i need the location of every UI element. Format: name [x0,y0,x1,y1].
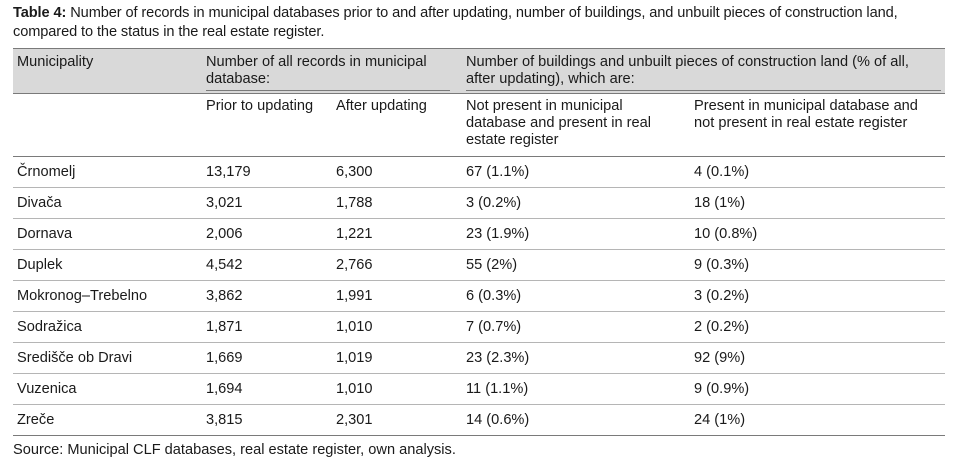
header-row-columns: Prior to updating After updating Not pre… [13,93,945,157]
cell-not-present: 67 (1.1%) [462,156,690,188]
cell-not-present: 11 (1.1%) [462,373,690,405]
cell-present: 92 (9%) [690,342,945,374]
cell-municipality: Črnomelj [13,156,202,188]
cell-municipality: Sodražica [13,311,202,343]
cell-after: 2,301 [332,404,462,436]
cell-present: 9 (0.3%) [690,249,945,281]
header-municipality: Municipality [13,48,202,94]
cell-present: 10 (0.8%) [690,218,945,250]
header-group-records-label: Number of all records in municipal datab… [206,54,450,91]
table-caption-label: Table 4: [13,5,67,21]
cell-not-present: 14 (0.6%) [462,404,690,436]
cell-after: 6,300 [332,156,462,188]
table-body: Črnomelj 13,179 6,300 67 (1.1%) 4 (0.1%) Diva… [13,156,945,436]
table-row: Sodražica 1,871 1,010 7 (0.7%) 2 (0.2%) [13,311,945,343]
cell-not-present: 7 (0.7%) [462,311,690,343]
cell-prior: 3,862 [202,280,332,312]
header-not-present: Not present in municipal database and pr… [462,93,690,157]
cell-municipality: Duplek [13,249,202,281]
cell-not-present: 3 (0.2%) [462,187,690,219]
cell-present: 3 (0.2%) [690,280,945,312]
table-row: Duplek 4,542 2,766 55 (2%) 9 (0.3%) [13,249,945,281]
table-source-note: Source: Municipal CLF databases, real es… [13,442,456,458]
header-after: After updating [332,93,462,157]
cell-municipality: Zreče [13,404,202,436]
records-table: Municipality Number of all records in mu… [13,48,945,436]
cell-not-present: 55 (2%) [462,249,690,281]
header-row-groups: Municipality Number of all records in mu… [13,48,945,94]
table-row: Vuzenica 1,694 1,010 11 (1.1%) 9 (0.9%) [13,373,945,405]
cell-prior: 4,542 [202,249,332,281]
cell-municipality: Dornava [13,218,202,250]
table-header: Municipality Number of all records in mu… [13,48,945,157]
cell-not-present: 6 (0.3%) [462,280,690,312]
cell-prior: 1,669 [202,342,332,374]
cell-prior: 3,021 [202,187,332,219]
cell-present: 18 (1%) [690,187,945,219]
cell-prior: 1,871 [202,311,332,343]
cell-prior: 2,006 [202,218,332,250]
cell-municipality: Divača [13,187,202,219]
table-row: Dornava 2,006 1,221 23 (1.9%) 10 (0.8%) [13,218,945,250]
cell-not-present: 23 (2.3%) [462,342,690,374]
cell-after: 1,019 [332,342,462,374]
table-row: Črnomelj 13,179 6,300 67 (1.1%) 4 (0.1%) [13,156,945,188]
table-row: Divača 3,021 1,788 3 (0.2%) 18 (1%) [13,187,945,219]
cell-prior: 3,815 [202,404,332,436]
cell-present: 2 (0.2%) [690,311,945,343]
cell-municipality: Mokronog–Trebelno [13,280,202,312]
header-prior: Prior to updating [202,93,332,157]
table-row: Mokronog–Trebelno 3,862 1,991 6 (0.3%) 3 (0.… [13,280,945,312]
table-caption: Table 4: Number of records in municipal … [13,4,949,42]
cell-municipality: Vuzenica [13,373,202,405]
cell-present: 4 (0.1%) [690,156,945,188]
table-row: Zreče 3,815 2,301 14 (0.6%) 24 (1%) [13,404,945,436]
cell-present: 9 (0.9%) [690,373,945,405]
header-empty [13,93,202,157]
cell-after: 1,221 [332,218,462,250]
header-group-records: Number of all records in municipal datab… [202,48,462,94]
cell-after: 1,991 [332,280,462,312]
cell-after: 1,788 [332,187,462,219]
cell-after: 1,010 [332,311,462,343]
header-group-buildings-label: Number of buildings and unbuilt pieces o… [466,54,941,91]
cell-municipality: Središče ob Dravi [13,342,202,374]
cell-prior: 13,179 [202,156,332,188]
cell-not-present: 23 (1.9%) [462,218,690,250]
cell-prior: 1,694 [202,373,332,405]
header-present: Present in municipal database and not pr… [690,93,945,157]
cell-after: 1,010 [332,373,462,405]
cell-after: 2,766 [332,249,462,281]
cell-present: 24 (1%) [690,404,945,436]
header-group-buildings: Number of buildings and unbuilt pieces o… [462,48,945,94]
table-row: Središče ob Dravi 1,669 1,019 23 (2.3%) 92 (… [13,342,945,374]
table-caption-text: Number of records in municipal databases… [13,5,898,40]
